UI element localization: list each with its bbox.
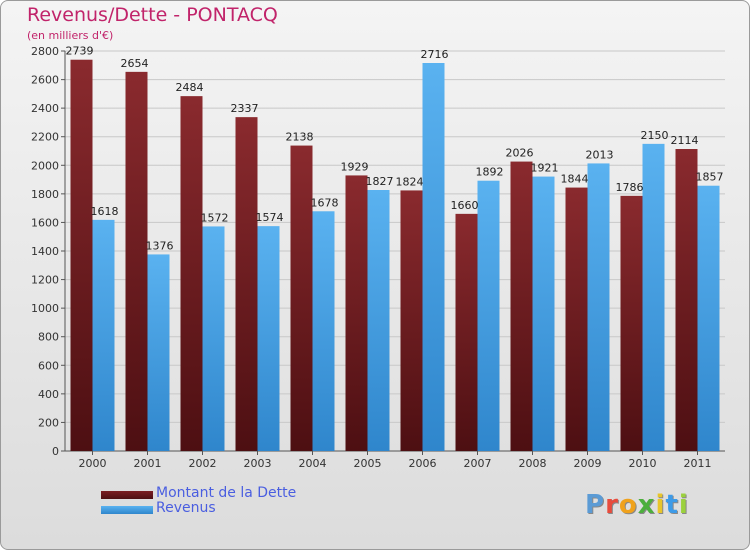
logo-letter: t: [665, 490, 679, 520]
data-label-debt: 2739: [66, 45, 94, 58]
y-tick-label: 2400: [31, 102, 59, 115]
x-tick-label: 2005: [354, 457, 382, 470]
bar-debt: [180, 96, 203, 452]
data-label-revenue: 1857: [696, 171, 724, 184]
logo-letter: x: [637, 490, 656, 520]
bar-debt: [675, 149, 698, 451]
logo-letter: i: [678, 490, 689, 520]
axes: 0 200 400 600 800 1000 1200 1400 1600 1800 2000 220…: [31, 45, 725, 470]
y-tick-label: 2000: [31, 159, 59, 172]
y-tick-label: 2800: [31, 45, 59, 58]
data-label-debt: 1844: [561, 173, 589, 186]
data-label-revenue: 1892: [476, 166, 504, 179]
logo-letter: r: [605, 490, 619, 520]
y-tick-label: 1400: [31, 245, 59, 258]
logo-letter: P: [585, 490, 606, 520]
y-tick-label: 200: [38, 416, 59, 429]
x-tick-label: 2006: [409, 457, 437, 470]
y-tick-label: 600: [38, 359, 59, 372]
data-label-debt: 2654: [121, 57, 149, 70]
x-tick-label: 2001: [134, 457, 162, 470]
y-tick-label: 2600: [31, 74, 59, 87]
x-tick-label: 2010: [629, 457, 657, 470]
data-label-revenue: 1618: [91, 205, 119, 218]
y-tick-label: 1200: [31, 274, 59, 287]
proxiti-logo: Proxiti: [585, 490, 689, 520]
data-label-debt: 1824: [396, 175, 424, 188]
x-tick-label: 2002: [189, 457, 217, 470]
bar-revenue: [202, 226, 225, 451]
data-label-revenue: 2013: [586, 148, 614, 161]
bar-revenue: [477, 180, 500, 451]
bar-revenue: [422, 63, 445, 451]
bar-revenue: [147, 254, 170, 451]
data-label-debt: 2114: [671, 134, 699, 147]
unit-label: (en milliers d'€): [27, 29, 114, 42]
data-label-debt: 2484: [176, 81, 204, 94]
x-tick-label: 2008: [519, 457, 547, 470]
bar-revenue: [587, 163, 610, 451]
data-label-revenue: 1572: [201, 211, 229, 224]
data-label-revenue: 1574: [256, 211, 284, 224]
legend-swatch-revenue: [101, 506, 153, 514]
data-label-debt: 1786: [616, 181, 644, 194]
bar-debt: [290, 145, 313, 452]
data-label-debt: 1660: [451, 199, 479, 212]
bar-debt: [620, 195, 643, 451]
data-labels: 2739 1618 2654 1376 2484 1572 2337 1574 2138 1678…: [66, 45, 724, 253]
bar-debt: [70, 59, 93, 451]
bar-debt: [125, 71, 148, 451]
bar-debt: [510, 161, 533, 452]
x-tick-label: 2003: [244, 457, 272, 470]
data-label-debt: 2337: [231, 102, 259, 115]
bar-revenue: [697, 185, 720, 451]
data-label-debt: 1929: [341, 160, 369, 173]
y-tick-label: 400: [38, 388, 59, 401]
data-label-debt: 2138: [286, 131, 314, 144]
legend-label-revenue: Revenus: [156, 500, 216, 516]
x-tick-label: 2004: [299, 457, 327, 470]
data-label-revenue: 1827: [366, 175, 394, 188]
data-label-revenue: 2716: [421, 48, 449, 61]
y-tick-label: 2200: [31, 131, 59, 144]
x-tick-label: 2011: [684, 457, 712, 470]
data-label-debt: 2026: [506, 147, 534, 160]
bar-revenue: [92, 219, 115, 451]
data-label-revenue: 2150: [641, 129, 669, 142]
y-tick-label: 1800: [31, 188, 59, 201]
logo-letter: o: [618, 490, 638, 520]
bar-revenue: [312, 211, 335, 451]
legend-label-debt: Montant de la Dette: [156, 485, 297, 501]
bar-revenue: [367, 190, 390, 451]
legend-swatch-debt: [101, 491, 153, 499]
bar-debt: [455, 213, 478, 451]
data-label-revenue: 1921: [531, 162, 559, 175]
bar-debt: [565, 187, 588, 452]
y-tick-label: 1600: [31, 216, 59, 229]
bar-revenue: [257, 226, 280, 451]
y-tick-label: 1000: [31, 302, 59, 315]
bars: [70, 59, 720, 452]
bar-revenue: [642, 143, 665, 451]
y-tick-label: 800: [38, 331, 59, 344]
data-label-revenue: 1678: [311, 196, 339, 209]
x-tick-label: 2007: [464, 457, 492, 470]
bar-revenue: [532, 176, 555, 452]
y-tick-label: 0: [52, 445, 59, 458]
chart-title: Revenus/Dette - PONTACQ: [27, 4, 278, 26]
x-tick-label: 2009: [574, 457, 602, 470]
data-label-revenue: 1376: [146, 239, 174, 252]
bar-debt: [345, 175, 368, 451]
logo-letter: i: [655, 490, 666, 520]
bar-debt: [400, 190, 423, 451]
gridlines: [65, 50, 725, 452]
x-tick-label: 2000: [79, 457, 107, 470]
bar-debt: [235, 117, 258, 452]
